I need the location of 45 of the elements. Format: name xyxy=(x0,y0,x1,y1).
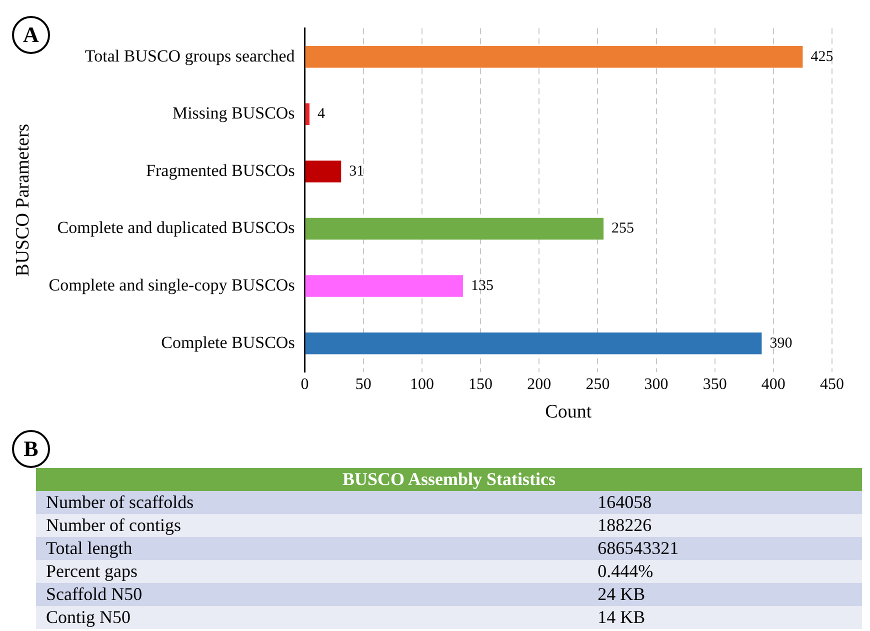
y-tick-label: Missing BUSCOs xyxy=(172,104,295,123)
data-label: 31 xyxy=(349,163,364,180)
text: Scaffold N50 xyxy=(45,583,144,606)
text: B xyxy=(12,430,50,468)
y-tick-label: Complete and single-copy BUSCOs xyxy=(48,276,295,295)
text: BUSCO Assembly Statistics xyxy=(36,468,862,491)
bar xyxy=(305,46,803,68)
x-tick-label: 0 xyxy=(300,376,309,393)
bar xyxy=(305,160,342,182)
text: Number of scaffolds xyxy=(45,491,195,514)
y-tick-label: Complete BUSCOs xyxy=(161,332,295,352)
data-label: 425 xyxy=(810,48,834,65)
x-tick-label: 50 xyxy=(355,376,372,393)
text: Total length xyxy=(45,537,134,560)
text: 24 KB xyxy=(598,583,646,606)
text: Number of contigs xyxy=(45,514,182,537)
x-tick-label: 250 xyxy=(586,376,610,393)
x-tick-label: 100 xyxy=(410,376,434,393)
x-tick-label: 300 xyxy=(644,376,668,393)
x-tick-label: 400 xyxy=(761,376,786,393)
data-label: 4 xyxy=(317,106,326,122)
text: Percent gaps xyxy=(45,560,138,583)
data-label: 390 xyxy=(770,335,792,352)
y-tick-label: Fragmented BUSCOs xyxy=(146,160,295,180)
text: 0.444% xyxy=(598,560,654,583)
text: Contig N50 xyxy=(45,606,132,629)
text: 164058 xyxy=(598,491,653,514)
text: 188226 xyxy=(598,514,653,537)
x-axis-title: Count xyxy=(545,402,592,423)
bar xyxy=(305,275,463,297)
y-axis-title: BUSCO Parameters xyxy=(12,124,34,276)
y-tick-label: Complete and duplicated BUSCOs xyxy=(57,218,295,238)
x-tick-label: 450 xyxy=(820,376,844,393)
data-label: 255 xyxy=(612,220,634,237)
text: A xyxy=(12,16,50,54)
bar xyxy=(305,332,762,354)
text: 14 KB xyxy=(598,606,646,629)
bar xyxy=(305,103,310,126)
x-tick-label: 200 xyxy=(527,376,552,393)
text: 686543321 xyxy=(598,537,680,560)
x-tick-label: 350 xyxy=(702,376,727,393)
y-tick-label: Total BUSCO groups searched xyxy=(84,46,296,66)
bar xyxy=(305,218,604,240)
x-tick-label: 150 xyxy=(468,376,493,393)
data-label: 135 xyxy=(470,278,494,294)
